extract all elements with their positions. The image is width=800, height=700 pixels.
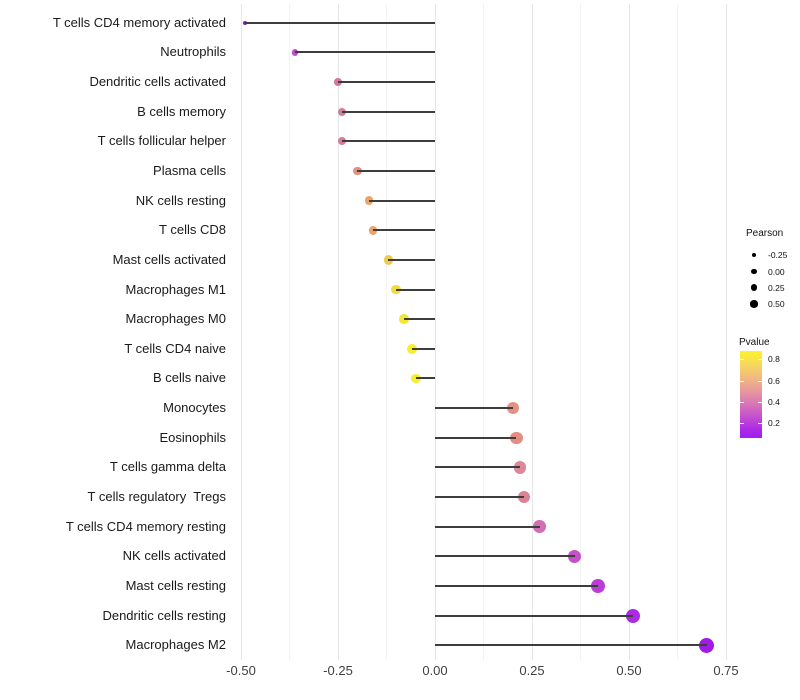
lollipop-segment [435,614,633,617]
lollipop-segment [435,466,521,469]
x-tick-label: 0.00 [422,663,448,678]
size-legend-label: 0.00 [768,266,785,277]
gridline-major [434,4,436,660]
gridline-major [725,4,727,660]
y-axis-label: Mast cells resting [125,578,226,593]
color-legend-tick-mark [740,423,744,425]
y-axis-label: Mast cells activated [112,251,226,267]
gridline-minor [580,4,581,660]
lollipop-dot [334,78,342,86]
color-legend-tick-label: 0.8 [768,354,780,365]
lollipop-segment [295,51,435,54]
lollipop-dot [533,520,547,534]
color-legend-tick-label: 0.4 [768,397,780,407]
lollipop-segment [396,288,435,291]
color-legend-tick-label: 0.6 [768,375,780,386]
gridline-major [531,4,533,660]
lollipop-dot [625,608,641,623]
color-legend-tick-mark [758,359,762,361]
lollipop-dot [399,314,409,324]
lollipop-segment [435,407,513,410]
color-legend-title: Pvalue [739,337,770,348]
size-legend-label: 0.50 [768,299,785,309]
gridline-major [337,4,339,660]
y-axis-label: Monocytes [163,400,226,416]
size-legend-dot [750,300,758,308]
color-legend-tick-mark [758,402,762,403]
x-tick-label: 0.50 [616,663,642,678]
y-axis-label: Eosinophils [159,429,227,445]
color-legend-tick-mark [740,380,744,382]
lollipop-segment [403,318,435,321]
lollipop-segment [435,644,707,647]
lollipop-segment [388,258,435,261]
lollipop-dot [568,549,582,563]
lollipop-segment [244,21,435,24]
gridline-minor [483,4,484,660]
lollipop-segment [341,110,435,113]
y-axis-label: Macrophages M2 [125,637,226,653]
y-axis-label: T cells CD4 naive [124,340,226,356]
y-axis-label: T cells follicular helper [97,133,226,149]
lollipop-segment [435,525,540,528]
x-tick-label: -0.50 [226,663,256,678]
y-axis-label: NK cells activated [122,548,226,564]
y-axis-label: B cells naive [153,370,226,386]
y-axis-label: Macrophages M1 [125,281,226,297]
y-axis-label: Macrophages M0 [125,311,226,327]
lollipop-segment [357,169,435,172]
x-tick-label: 0.25 [519,663,545,678]
size-legend-dot [751,268,757,275]
color-legend-bar [740,351,762,438]
x-tick-label: 0.75 [713,663,739,678]
lollipop-segment [435,436,517,439]
y-axis-label: B cells memory [137,103,226,119]
lollipop-segment [372,229,435,232]
gridline-minor [677,4,678,660]
gridline-major [240,4,242,660]
y-axis-label: T cells CD4 memory resting [65,518,226,534]
y-axis-label: NK cells resting [135,192,226,208]
lollipop-segment [435,585,598,587]
x-tick-label: -0.25 [323,663,353,678]
y-axis-label: Dendritic cells activated [89,73,226,89]
lollipop-segment [435,496,525,499]
size-legend-label: 0.25 [768,282,785,293]
gridline-minor [289,4,290,660]
gridline-minor [386,4,387,660]
lollipop-segment [411,347,435,350]
size-legend-title: Pearson [746,228,784,239]
color-legend-tick-mark [758,423,762,425]
lollipop-dot [292,49,299,56]
lollipop-dot [353,166,362,176]
y-axis-label: T cells CD8 [159,222,226,238]
color-legend-tick-mark [740,402,744,403]
y-axis-label: Plasma cells [153,162,226,178]
lollipop-segment [369,199,435,202]
y-axis-label: Neutrophils [160,44,226,60]
lollipop-segment [338,80,435,83]
color-legend-tick-mark [758,380,762,382]
color-legend-tick-label: 0.2 [768,418,780,429]
lollipop-segment [435,555,575,558]
gridline-major [628,4,630,660]
size-legend-dot [751,252,757,258]
color-legend-tick-mark [740,359,744,361]
size-legend-dot [750,284,758,291]
y-axis-label: T cells regulatory Tregs [87,489,226,505]
y-axis-label: T cells CD4 memory activated [52,14,226,30]
y-axis-label: Dendritic cells resting [102,607,226,623]
y-axis-label: T cells gamma delta [109,459,226,475]
lollipop-segment [415,377,435,380]
size-legend-label: -0.25 [768,250,788,260]
lollipop-segment [341,140,435,143]
